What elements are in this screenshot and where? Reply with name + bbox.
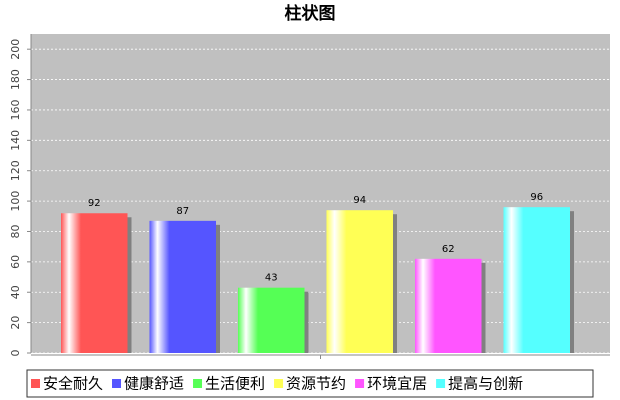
legend-label: 健康舒适 — [124, 375, 184, 393]
legend-label: 生活便利 — [205, 375, 265, 393]
bar — [149, 220, 216, 353]
bar — [415, 258, 482, 353]
data-label: 87 — [176, 206, 189, 217]
legend-label: 提高与创新 — [448, 375, 523, 393]
y-tick-label: 120 — [9, 160, 22, 181]
legend-box — [26, 369, 594, 398]
y-tick-label: 60 — [9, 255, 22, 269]
y-tick-label: 80 — [9, 224, 22, 238]
data-label: 43 — [265, 273, 278, 284]
y-tick-label: 140 — [9, 130, 22, 151]
legend-label: 安全耐久 — [43, 375, 103, 393]
y-tick-label: 20 — [9, 316, 22, 330]
legend-swatch — [436, 379, 446, 388]
chart-title: 柱状图 — [285, 3, 336, 24]
legend-swatch — [274, 379, 284, 388]
y-tick-label: 160 — [9, 99, 22, 120]
legend-swatch — [31, 379, 40, 388]
data-label: 92 — [88, 198, 101, 209]
y-tick-label: 180 — [9, 69, 22, 90]
legend-label: 环境宜居 — [367, 375, 427, 393]
data-label: 94 — [353, 195, 366, 206]
bar — [238, 287, 305, 353]
legend-swatch — [112, 379, 122, 388]
bar — [503, 207, 570, 353]
bar — [326, 210, 393, 353]
bar — [61, 213, 128, 353]
y-tick-label: 40 — [9, 285, 22, 299]
legend-swatch — [355, 379, 365, 388]
y-tick-label: 100 — [9, 191, 22, 212]
data-label: 96 — [530, 192, 543, 203]
y-tick-label: 200 — [9, 39, 22, 60]
legend-label: 资源节约 — [286, 375, 346, 393]
legend-swatch — [193, 379, 203, 388]
y-tick-label: 0 — [9, 350, 22, 357]
data-label: 62 — [442, 244, 455, 255]
